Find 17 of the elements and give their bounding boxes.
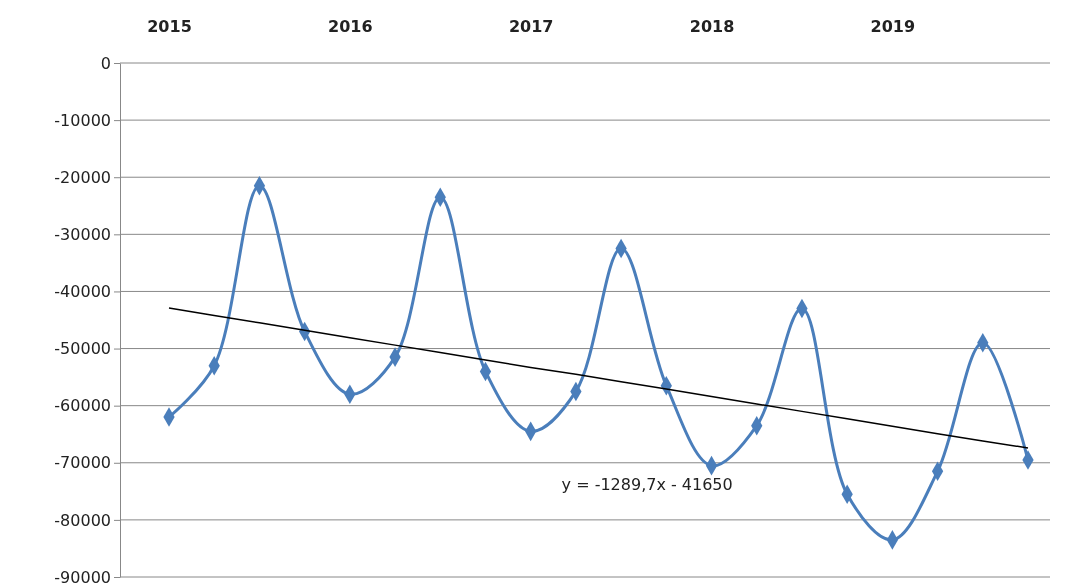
y-tick-label: -80000 [54, 510, 111, 530]
x-tick-label: 2017 [508, 17, 554, 36]
x-tick-label: 2016 [328, 17, 373, 36]
x-tick-label: 2015 [147, 17, 192, 36]
y-tick-label: -30000 [54, 224, 111, 244]
y-tick-label: -50000 [54, 339, 111, 359]
y-tick-label: -90000 [54, 567, 111, 585]
annotation: y = -1289,7x - 41650 [561, 474, 733, 494]
y-tick-label: -70000 [54, 453, 111, 473]
y-tick-label: -40000 [54, 282, 111, 302]
line-series [168, 307, 1029, 449]
x-tick-label: 2019 [870, 17, 916, 36]
y-tick-label: 0 [100, 53, 111, 73]
x-tick-label: 2018 [689, 17, 735, 36]
y-tick-label: -20000 [54, 167, 111, 187]
y-tick-label: -60000 [54, 396, 111, 416]
y-tick-label: -10000 [54, 110, 111, 130]
